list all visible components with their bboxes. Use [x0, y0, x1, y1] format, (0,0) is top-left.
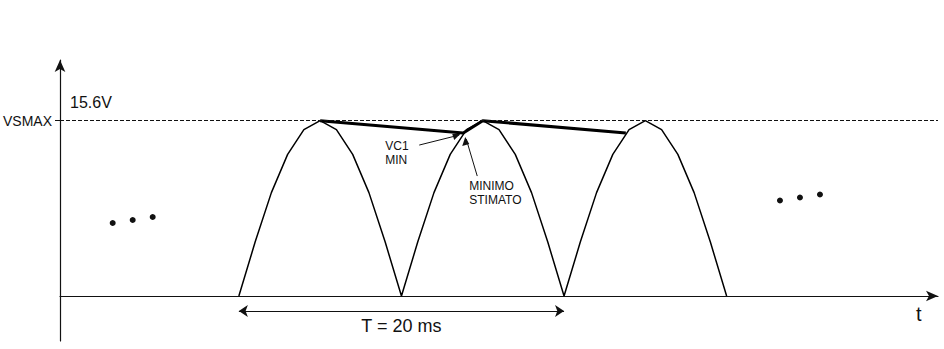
svg-text:VC1: VC1 — [385, 139, 409, 153]
svg-text:MINIMO: MINIMO — [469, 179, 514, 193]
svg-text:15.6V: 15.6V — [70, 94, 112, 111]
svg-text:VSMAX: VSMAX — [3, 113, 53, 129]
svg-text:T = 20 ms: T = 20 ms — [361, 316, 441, 336]
svg-text:MIN: MIN — [385, 153, 407, 167]
svg-text:t: t — [916, 303, 922, 325]
svg-text:STIMATO: STIMATO — [469, 193, 521, 207]
